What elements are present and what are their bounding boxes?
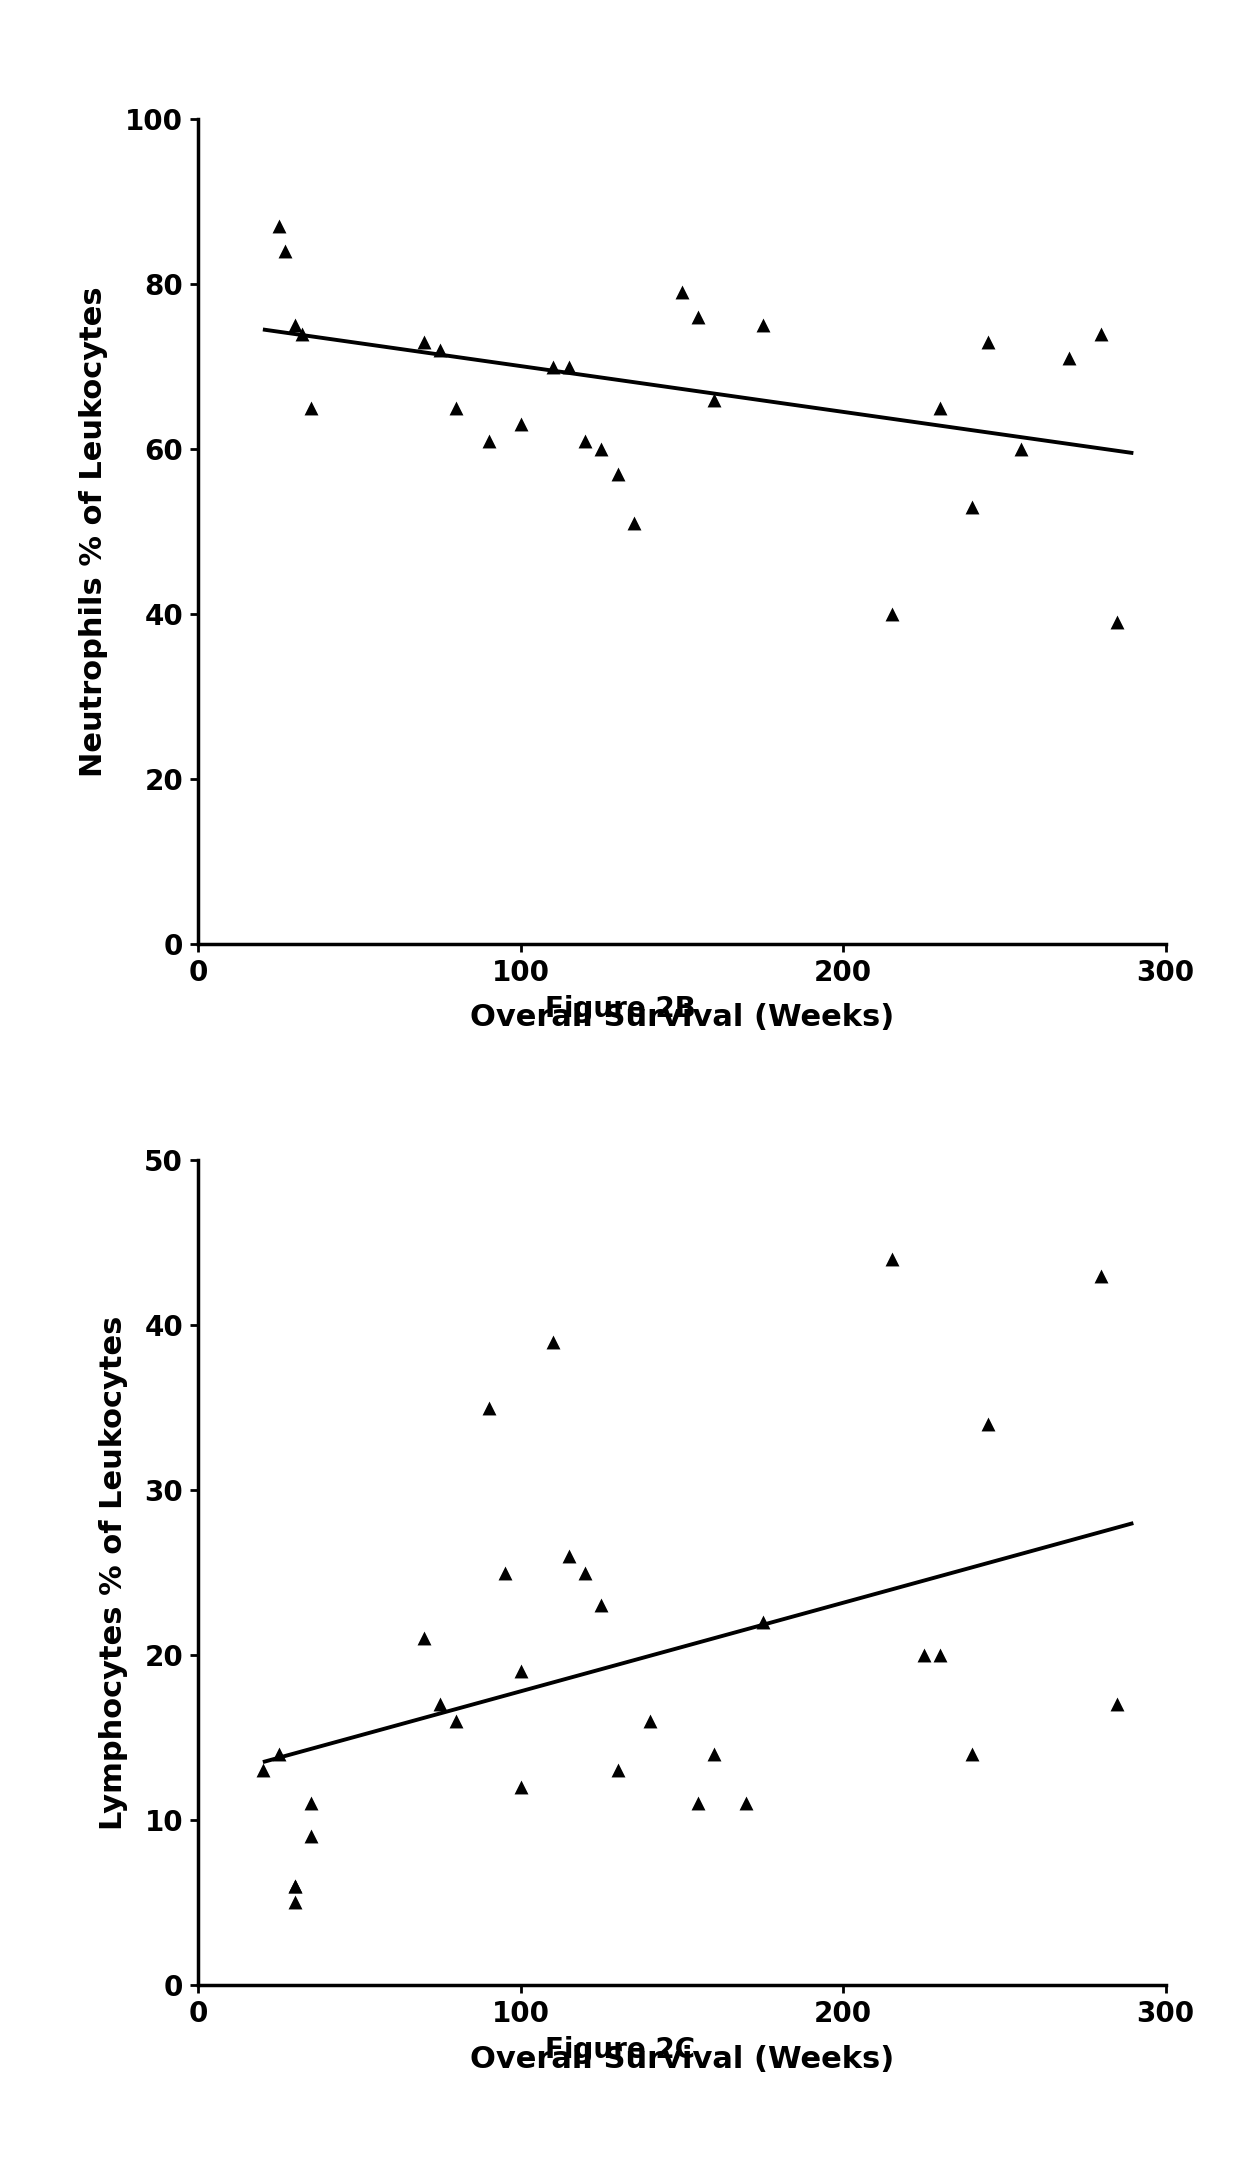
Point [253,1753,273,1787]
Point [914,1638,934,1672]
Point [495,1555,515,1590]
Point [479,423,498,458]
Point [624,505,644,540]
Point [301,390,321,425]
Point [285,1885,305,1920]
Point [285,308,305,343]
Point [978,325,998,360]
X-axis label: Overall Survival (Weeks): Overall Survival (Weeks) [470,2045,894,2074]
Point [559,1538,579,1573]
Point [1107,605,1127,640]
Point [479,1390,498,1425]
Point [269,208,289,243]
Point [591,432,611,466]
Point [285,1868,305,1902]
Point [978,1408,998,1442]
Point [608,455,627,490]
Point [430,1687,450,1722]
Point [753,1605,773,1640]
Text: Figure 2C: Figure 2C [544,2037,696,2063]
Point [704,382,724,416]
Point [737,1785,756,1820]
Point [753,308,773,343]
Point [575,1555,595,1590]
Point [301,1820,321,1854]
Point [882,596,901,631]
Point [291,317,311,351]
Point [688,299,708,334]
Point [301,1785,321,1820]
Point [962,1737,982,1772]
Point [414,325,434,360]
Point [543,1325,563,1360]
Point [269,1737,289,1772]
Point [688,1785,708,1820]
Point [275,234,295,269]
Point [575,423,595,458]
Point [559,349,579,384]
Point [511,1655,531,1690]
Point [672,275,692,310]
Point [511,408,531,442]
Point [1107,1687,1127,1722]
Point [640,1703,660,1737]
Point [1011,432,1030,466]
Point [930,390,950,425]
Text: Figure 2B: Figure 2B [544,996,696,1022]
Y-axis label: Lymphocytes % of Leukocytes: Lymphocytes % of Leukocytes [99,1314,128,1831]
Point [430,332,450,367]
Point [446,390,466,425]
X-axis label: Overall Survival (Weeks): Overall Survival (Weeks) [470,1004,894,1032]
Y-axis label: Neutrophils % of Leukocytes: Neutrophils % of Leukocytes [79,286,108,777]
Point [543,349,563,384]
Point [591,1588,611,1622]
Point [446,1703,466,1737]
Point [704,1737,724,1772]
Point [1059,341,1079,375]
Point [511,1770,531,1805]
Point [1091,317,1111,351]
Point [930,1638,950,1672]
Point [608,1753,627,1787]
Point [882,1243,901,1278]
Point [962,490,982,525]
Point [1091,1258,1111,1293]
Point [414,1620,434,1655]
Point [285,1868,305,1902]
